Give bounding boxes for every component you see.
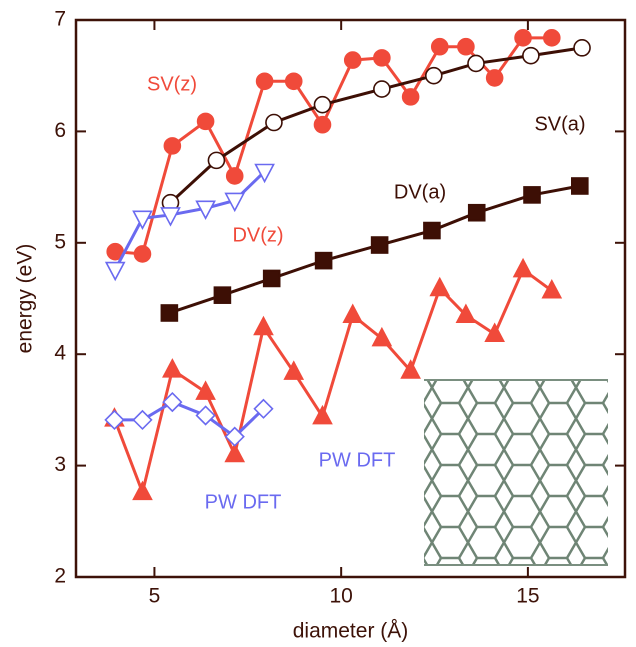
marker [208, 152, 224, 168]
marker [161, 305, 177, 321]
marker [574, 40, 590, 56]
y-tick-label: 3 [54, 453, 66, 476]
marker [543, 281, 561, 298]
series-label: SV(a) [534, 113, 585, 135]
marker [286, 73, 302, 89]
y-tick-label: 5 [54, 230, 66, 253]
marker [164, 138, 180, 154]
marker [314, 117, 330, 133]
series-label: PW DFT [205, 491, 282, 513]
x-tick-label: 10 [329, 585, 352, 608]
marker [524, 187, 540, 203]
marker [197, 382, 215, 399]
x-tick-label: 5 [149, 585, 161, 608]
marker [424, 223, 440, 239]
marker [316, 253, 332, 269]
y-tick-label: 7 [54, 8, 66, 31]
marker [374, 50, 390, 66]
series-label: DV(z) [232, 224, 283, 246]
marker [198, 113, 214, 129]
marker [254, 317, 272, 334]
marker [373, 329, 391, 346]
series-label: SV(z) [147, 73, 197, 95]
marker [486, 324, 504, 341]
marker [214, 287, 230, 303]
marker [314, 97, 330, 113]
y-axis-label: energy (eV) [14, 244, 37, 354]
x-tick-label: 15 [516, 585, 539, 608]
marker [345, 52, 361, 68]
marker [432, 39, 448, 55]
marker [468, 55, 484, 71]
marker [257, 73, 273, 89]
marker [226, 444, 244, 461]
marker [515, 30, 531, 46]
series-label: DV(a) [394, 181, 446, 203]
marker [426, 68, 442, 84]
nanotube-inset [424, 380, 608, 565]
marker [344, 305, 362, 322]
marker [264, 270, 280, 286]
marker [106, 263, 124, 280]
marker [372, 237, 388, 253]
marker [572, 178, 588, 194]
chart: 5 10 15 2 3 4 5 6 7 diameter (Å) energy (eV) SV(z) S… [0, 0, 636, 647]
marker [544, 30, 560, 46]
marker [431, 278, 449, 295]
y-tick-label: 4 [54, 342, 66, 365]
marker [487, 70, 503, 86]
marker [514, 260, 532, 277]
series-label: PW DFT [319, 449, 396, 471]
x-axis-label: diameter (Å) [293, 620, 409, 643]
marker [458, 39, 474, 55]
marker [469, 205, 485, 221]
marker [403, 89, 419, 105]
marker [227, 168, 243, 184]
marker [374, 81, 390, 97]
marker [163, 360, 181, 377]
y-tick-label: 2 [54, 565, 66, 588]
marker [523, 48, 539, 64]
marker [266, 114, 282, 130]
y-tick-label: 6 [54, 119, 66, 142]
marker [133, 482, 151, 499]
marker [134, 246, 150, 262]
marker [133, 411, 151, 429]
